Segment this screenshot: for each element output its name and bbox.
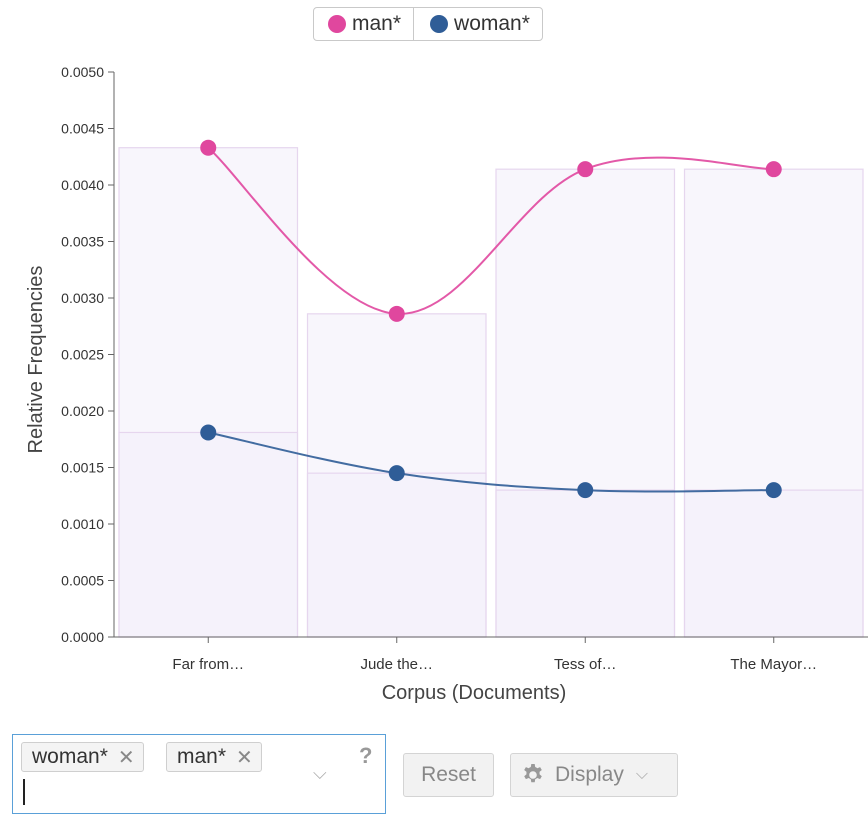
y-tick-label-1: 0.0045 [61,121,104,137]
term-tag-woman: woman* ✕ [21,742,144,772]
x-axis-title: Corpus (Documents) [382,682,567,704]
remove-woman-icon[interactable]: ✕ [117,746,135,769]
legend-marker-man [328,15,346,33]
y-tick-label-7: 0.0015 [61,460,104,476]
point-woman-1 [388,465,405,482]
term-tag-label-man: man* [177,745,227,768]
bar-woman-0 [118,431,299,638]
reset-button-label: Reset [421,763,476,786]
y-tick-label-5: 0.0025 [61,347,104,363]
point-man-1 [388,305,405,322]
x-tick-label-0: Far from… [172,656,244,673]
bar-woman-1 [306,472,487,638]
help-icon[interactable]: ? [359,743,373,768]
point-woman-2 [577,482,594,499]
reset-button[interactable]: Reset [403,753,494,797]
term-tag-man: man* ✕ [166,742,262,772]
y-tick-label-2: 0.0040 [61,177,104,193]
y-tick-label-9: 0.0005 [61,573,104,589]
bar-woman-3 [683,489,864,638]
bar-woman-2 [495,489,676,638]
relative-frequency-chart: 0.0050 0.0045 0.0040 0.0035 0.0030 0.0025 0.00… [25,64,868,704]
y-tick-label-4: 0.0030 [61,290,104,306]
point-man-2 [577,161,594,178]
legend-label-man: man* [352,12,402,35]
legend-marker-woman [430,15,449,33]
y-tick-label-6: 0.0020 [61,403,104,419]
y-tick-label-3: 0.0035 [61,234,104,250]
chart-legend: man* woman* [313,7,543,41]
legend-label-woman: woman* [454,12,530,35]
y-axis-title: Relative Frequencies [25,266,47,454]
series-line-man [207,146,774,315]
x-tick-label-2: Tess of… [554,656,617,673]
point-man-0 [200,139,217,156]
legend-item-man[interactable]: man* [314,8,413,40]
y-tick-label-0: 0.0050 [61,64,104,80]
y-tick-label-10: 0.0000 [61,629,104,645]
chevron-down-icon[interactable]: ⌵ [313,763,327,783]
remove-man-icon[interactable]: ✕ [236,746,253,769]
y-tick-label-8: 0.0010 [61,516,104,532]
term-input-box[interactable]: woman* ✕ man* ✕ ⌵ ? [12,734,386,814]
point-woman-0 [200,424,217,441]
series-line-woman [208,431,774,493]
point-man-3 [765,161,782,178]
display-button[interactable]: Display ⌵ [510,753,678,797]
chevron-down-icon: ⌵ [635,766,648,783]
point-woman-3 [765,482,782,499]
x-tick-label-3: The Mayor… [730,656,817,673]
display-button-label: Display [555,763,624,786]
term-tag-label-woman: woman* [32,745,108,768]
text-cursor [23,779,25,805]
legend-item-woman[interactable]: woman* [413,8,542,40]
x-tick-label-1: Jude the… [360,656,433,673]
gear-icon [524,764,542,783]
